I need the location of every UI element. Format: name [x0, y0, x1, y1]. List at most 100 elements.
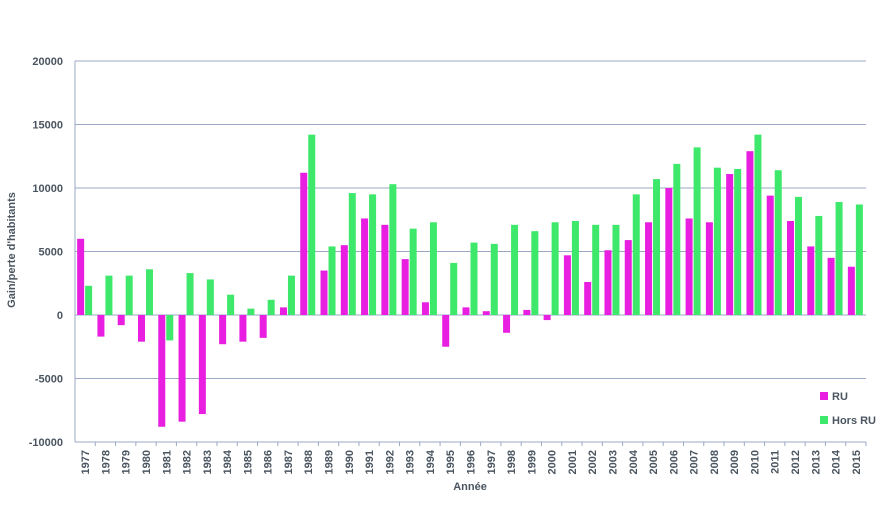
x-tick-label: 1998 — [506, 450, 518, 474]
x-tick-label: 1997 — [486, 450, 498, 474]
x-tick-label: 2014 — [831, 449, 843, 474]
bar — [523, 309, 531, 315]
bar — [584, 281, 592, 315]
bar — [158, 315, 166, 427]
bar — [685, 218, 693, 315]
x-tick-label: 2015 — [851, 450, 863, 474]
bar — [421, 302, 429, 315]
x-tick-label: 2013 — [810, 450, 822, 474]
bar — [247, 308, 255, 315]
legend-swatch — [820, 392, 828, 400]
bar — [145, 269, 153, 315]
bar — [754, 134, 762, 315]
y-tick-label: 15000 — [32, 120, 63, 132]
x-tick-label: 1988 — [303, 450, 315, 474]
bar — [482, 311, 490, 315]
bar — [713, 167, 721, 315]
bar — [503, 315, 511, 333]
bar — [847, 266, 855, 315]
bar — [442, 315, 450, 347]
x-tick-label: 1994 — [425, 449, 437, 474]
x-tick-label: 1980 — [141, 450, 153, 474]
x-tick-label: 1987 — [283, 450, 295, 474]
bar — [287, 275, 295, 315]
y-tick-label: 10000 — [32, 183, 63, 195]
x-tick-label: 1978 — [100, 450, 112, 474]
bar — [340, 245, 348, 315]
x-tick-label: 2001 — [567, 450, 579, 474]
bar — [807, 246, 815, 315]
bar — [227, 294, 235, 315]
bar — [734, 168, 742, 315]
x-tick-label: 2011 — [770, 450, 782, 474]
y-tick-label: -5000 — [35, 374, 63, 386]
x-tick-label: 2010 — [749, 450, 761, 474]
bar — [827, 257, 835, 315]
x-tick-label: 1984 — [222, 449, 234, 474]
y-tick-label: 0 — [57, 310, 63, 322]
legend-label: RU — [832, 391, 848, 403]
bar — [429, 222, 437, 315]
x-tick-label: 2012 — [790, 450, 802, 474]
bar — [665, 188, 673, 315]
bar — [279, 307, 287, 315]
bar — [401, 259, 409, 315]
x-tick-label: 2002 — [587, 450, 599, 474]
x-tick-label: 1992 — [384, 450, 396, 474]
x-tick-label: 1981 — [161, 450, 173, 474]
bar — [348, 193, 356, 315]
bar — [551, 222, 559, 315]
bar — [531, 231, 539, 315]
bar — [592, 224, 600, 315]
x-tick-label: 1996 — [466, 450, 478, 474]
bar — [320, 270, 328, 315]
x-tick-label: 2005 — [648, 450, 660, 474]
x-tick-label: 1979 — [121, 450, 133, 474]
bar — [624, 240, 632, 315]
bar — [766, 195, 774, 315]
bar — [815, 215, 823, 315]
x-tick-label: 2004 — [628, 449, 640, 474]
x-tick-label: 2000 — [547, 450, 559, 474]
x-tick-label: 1982 — [182, 450, 194, 474]
bar — [462, 307, 470, 315]
y-tick-label: 5000 — [39, 247, 63, 259]
bar — [125, 275, 133, 315]
bar — [300, 172, 308, 315]
x-tick-label: 2007 — [689, 450, 701, 474]
bar — [85, 285, 93, 315]
x-tick-label: 1999 — [526, 450, 538, 474]
bar — [612, 224, 620, 315]
bar — [308, 134, 316, 315]
bar — [409, 228, 417, 315]
bar — [369, 194, 377, 315]
x-tick-label: 1983 — [202, 450, 214, 474]
x-tick-label: 2008 — [709, 450, 721, 474]
bar — [693, 147, 701, 315]
bar — [219, 315, 227, 345]
bar — [259, 315, 267, 338]
x-tick-label: 1990 — [344, 450, 356, 474]
bar — [705, 222, 713, 315]
bar — [653, 179, 661, 315]
bar — [490, 243, 498, 315]
bar — [239, 315, 247, 342]
bar — [632, 194, 640, 315]
bar — [361, 218, 369, 315]
legend-swatch — [820, 416, 828, 424]
bar — [186, 273, 194, 315]
bar — [389, 184, 397, 315]
x-tick-label: 1986 — [263, 450, 275, 474]
x-tick-label: 2009 — [729, 450, 741, 474]
x-axis-title: Année — [453, 481, 487, 493]
bar — [267, 299, 275, 315]
x-tick-label: 1989 — [324, 450, 336, 474]
bar — [795, 196, 803, 315]
bar — [77, 238, 85, 315]
x-tick-label: 1977 — [80, 450, 92, 474]
y-tick-label: 20000 — [32, 56, 63, 68]
bar — [105, 275, 113, 315]
x-tick-label: 1985 — [242, 450, 254, 474]
bar — [563, 255, 571, 315]
